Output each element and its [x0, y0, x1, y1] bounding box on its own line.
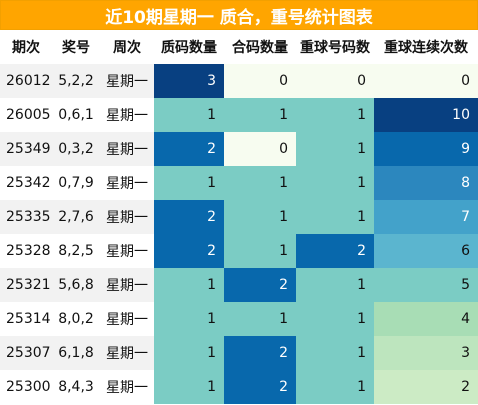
repeat-count-cell: 1: [296, 200, 374, 234]
period-cell: 25328: [0, 234, 52, 268]
table-title: 近10期星期一 质合，重号统计图表: [0, 0, 478, 30]
repeat-streak-cell: 8: [374, 166, 478, 200]
prime-count-cell: 1: [154, 302, 224, 336]
numbers-cell: 8,4,3: [52, 370, 100, 404]
weekday-cell: 星期一: [100, 234, 154, 268]
prime-count-cell: 1: [154, 268, 224, 302]
stats-table: 期次 奖号 周次 质码数量 合码数量 重球号码数 重球连续次数 26012 5,2…: [0, 30, 478, 404]
weekday-cell: 星期一: [100, 268, 154, 302]
repeat-streak-cell: 5: [374, 268, 478, 302]
period-cell: 25349: [0, 132, 52, 166]
composite-count-cell: 0: [224, 64, 296, 98]
period-cell: 25342: [0, 166, 52, 200]
table-row: 25314 8,0,2 星期一 1 1 1 4: [0, 302, 478, 336]
repeat-count-cell: 2: [296, 234, 374, 268]
repeat-count-cell: 1: [296, 166, 374, 200]
table-row: 26005 0,6,1 星期一 1 1 1 10: [0, 98, 478, 132]
numbers-cell: 8,0,2: [52, 302, 100, 336]
repeat-streak-cell: 0: [374, 64, 478, 98]
composite-count-cell: 2: [224, 336, 296, 370]
weekday-cell: 星期一: [100, 98, 154, 132]
header-composite-count: 合码数量: [224, 30, 296, 64]
table-row: 25335 2,7,6 星期一 2 1 1 7: [0, 200, 478, 234]
repeat-streak-cell: 4: [374, 302, 478, 336]
weekday-cell: 星期一: [100, 64, 154, 98]
numbers-cell: 5,2,2: [52, 64, 100, 98]
prime-count-cell: 2: [154, 234, 224, 268]
period-cell: 26005: [0, 98, 52, 132]
repeat-count-cell: 1: [296, 370, 374, 404]
weekday-cell: 星期一: [100, 336, 154, 370]
composite-count-cell: 1: [224, 166, 296, 200]
weekday-cell: 星期一: [100, 302, 154, 336]
header-numbers: 奖号: [52, 30, 100, 64]
header-repeat-count: 重球号码数: [296, 30, 374, 64]
weekday-cell: 星期一: [100, 370, 154, 404]
numbers-cell: 6,1,8: [52, 336, 100, 370]
weekday-cell: 星期一: [100, 200, 154, 234]
header-prime-count: 质码数量: [154, 30, 224, 64]
repeat-streak-cell: 2: [374, 370, 478, 404]
header-weekday: 周次: [100, 30, 154, 64]
numbers-cell: 2,7,6: [52, 200, 100, 234]
weekday-cell: 星期一: [100, 132, 154, 166]
composite-count-cell: 2: [224, 268, 296, 302]
repeat-count-cell: 1: [296, 268, 374, 302]
period-cell: 25321: [0, 268, 52, 302]
header-period: 期次: [0, 30, 52, 64]
table-row: 25349 0,3,2 星期一 2 0 1 9: [0, 132, 478, 166]
table-row: 25328 8,2,5 星期一 2 1 2 6: [0, 234, 478, 268]
composite-count-cell: 2: [224, 370, 296, 404]
composite-count-cell: 1: [224, 98, 296, 132]
composite-count-cell: 1: [224, 234, 296, 268]
repeat-count-cell: 1: [296, 302, 374, 336]
numbers-cell: 0,3,2: [52, 132, 100, 166]
table-row: 25342 0,7,9 星期一 1 1 1 8: [0, 166, 478, 200]
repeat-streak-cell: 7: [374, 200, 478, 234]
numbers-cell: 5,6,8: [52, 268, 100, 302]
numbers-cell: 0,6,1: [52, 98, 100, 132]
period-cell: 25307: [0, 336, 52, 370]
repeat-count-cell: 1: [296, 98, 374, 132]
prime-count-cell: 1: [154, 370, 224, 404]
table-row: 25321 5,6,8 星期一 1 2 1 5: [0, 268, 478, 302]
prime-count-cell: 1: [154, 98, 224, 132]
repeat-streak-cell: 3: [374, 336, 478, 370]
repeat-streak-cell: 6: [374, 234, 478, 268]
weekday-cell: 星期一: [100, 166, 154, 200]
repeat-count-cell: 1: [296, 336, 374, 370]
repeat-streak-cell: 10: [374, 98, 478, 132]
period-cell: 25314: [0, 302, 52, 336]
prime-count-cell: 2: [154, 132, 224, 166]
table-row: 25307 6,1,8 星期一 1 2 1 3: [0, 336, 478, 370]
composite-count-cell: 0: [224, 132, 296, 166]
numbers-cell: 8,2,5: [52, 234, 100, 268]
header-row: 期次 奖号 周次 质码数量 合码数量 重球号码数 重球连续次数: [0, 30, 478, 64]
prime-count-cell: 3: [154, 64, 224, 98]
period-cell: 25335: [0, 200, 52, 234]
prime-count-cell: 1: [154, 166, 224, 200]
table-row: 26012 5,2,2 星期一 3 0 0 0: [0, 64, 478, 98]
header-repeat-streak: 重球连续次数: [374, 30, 478, 64]
repeat-streak-cell: 9: [374, 132, 478, 166]
period-cell: 25300: [0, 370, 52, 404]
composite-count-cell: 1: [224, 302, 296, 336]
repeat-count-cell: 1: [296, 132, 374, 166]
table-row: 25300 8,4,3 星期一 1 2 1 2: [0, 370, 478, 404]
composite-count-cell: 1: [224, 200, 296, 234]
period-cell: 26012: [0, 64, 52, 98]
numbers-cell: 0,7,9: [52, 166, 100, 200]
prime-count-cell: 1: [154, 336, 224, 370]
prime-count-cell: 2: [154, 200, 224, 234]
table-body: 26012 5,2,2 星期一 3 0 0 0 26005 0,6,1 星期一 1 1 1 10 25349…: [0, 64, 478, 404]
repeat-count-cell: 0: [296, 64, 374, 98]
